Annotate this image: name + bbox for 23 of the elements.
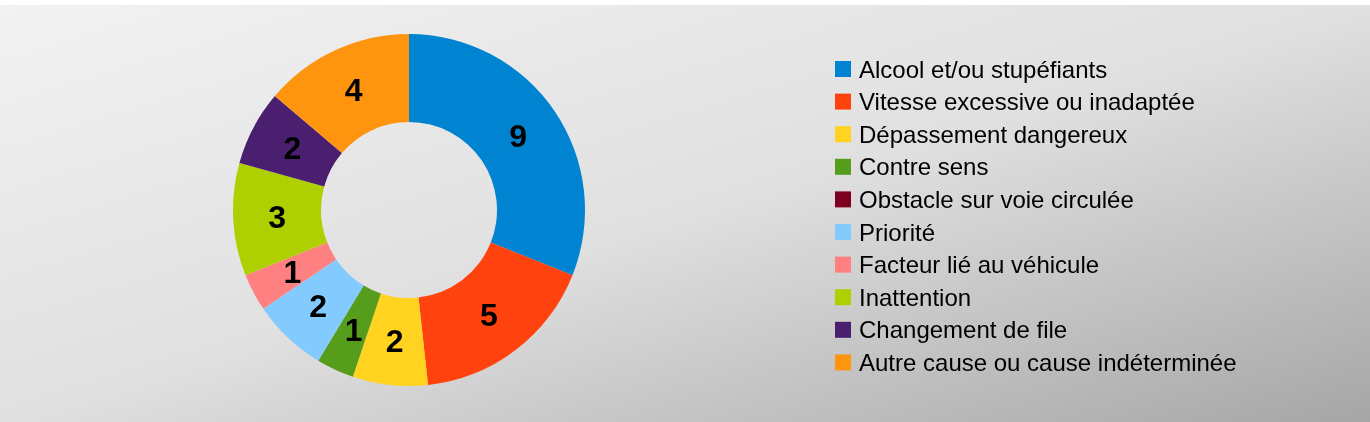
legend-label: Alcool et/ou stupéfiants <box>859 55 1108 83</box>
legend-label: Dépassement dangereux <box>859 120 1128 148</box>
legend-label: Facteur lié au véhicule <box>859 251 1100 279</box>
legend-label: Inattention <box>859 283 972 311</box>
donut-slice <box>263 259 364 361</box>
data-label: 9 <box>509 117 528 154</box>
data-label: 5 <box>479 297 498 334</box>
legend-label: Changement de file <box>859 316 1068 344</box>
data-label: 1 <box>344 311 363 348</box>
data-label: 4 <box>344 72 363 109</box>
data-label: 3 <box>268 199 287 236</box>
legend-label: Vitesse excessive ou inadaptée <box>859 88 1195 116</box>
data-label: 2 <box>283 130 302 167</box>
donut-slice <box>418 242 573 385</box>
legend-label: Autre cause ou cause indéterminée <box>859 348 1237 376</box>
data-label: 1 <box>283 253 302 290</box>
donut-slice <box>409 34 585 276</box>
data-label: 2 <box>309 287 328 324</box>
legend-label: Contre sens <box>859 153 989 181</box>
legend-label: Priorité <box>859 218 936 246</box>
legend-label: Obstacle sur voie circulée <box>859 185 1134 213</box>
donut-slice <box>239 96 342 187</box>
data-label: 2 <box>385 323 404 360</box>
